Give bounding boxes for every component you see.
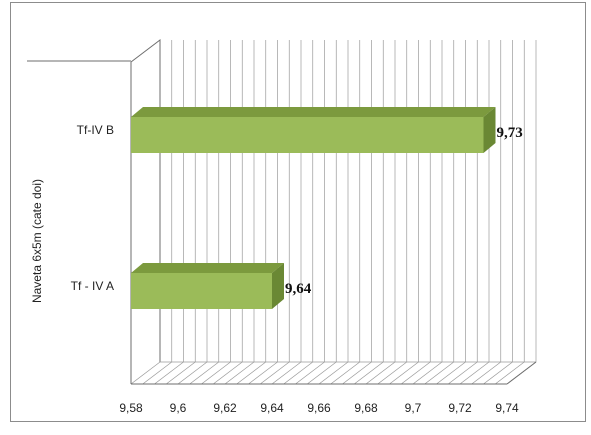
floor-grid-line <box>424 361 454 385</box>
floor-grid-line <box>201 361 231 385</box>
floor-grid-line <box>342 361 372 385</box>
x-tick-label: 9,7 <box>405 401 422 415</box>
labels-layer: 9,58 9,6 9,62 9,64 9,66 9,68 9,7 9,72 9,74 9,73 Tf… <box>71 123 523 415</box>
bar-end-face <box>272 263 284 309</box>
x-tick-label: 9,6 <box>170 401 187 415</box>
x-tick-label: 9,72 <box>448 401 472 415</box>
floor-grid-line <box>495 361 525 385</box>
x-tick-label: 9,66 <box>307 401 331 415</box>
bar-2 <box>131 263 284 309</box>
x-tick-label: 9,58 <box>119 401 143 415</box>
floor-grid-line <box>365 361 396 385</box>
bar-top-face <box>131 263 284 273</box>
floor-grid-line <box>459 361 490 385</box>
floor-grid-line <box>189 361 219 385</box>
bar-end-face <box>483 107 496 153</box>
floor-grid-line <box>154 361 184 385</box>
floor-grid-line <box>471 361 501 385</box>
bars-layer <box>131 107 496 309</box>
floor-grid-line <box>224 361 255 385</box>
axes-layer <box>27 38 537 385</box>
floor-grid-line <box>330 361 360 385</box>
floor-grid-line <box>354 361 384 385</box>
floor-grid-line <box>295 361 325 385</box>
floor-grid-line <box>248 361 278 385</box>
floor-grid-line <box>283 361 313 385</box>
floor-grid-line <box>483 361 513 385</box>
bar-top-face <box>131 107 496 117</box>
floor-grid-line <box>307 361 337 385</box>
side-wall-edge <box>130 38 161 362</box>
floor-right-edge <box>506 361 537 385</box>
floor-grid-line <box>412 361 443 385</box>
floor-grid-line <box>213 361 243 385</box>
floor-grid-line <box>318 361 349 385</box>
floor-grid-line <box>166 361 196 385</box>
floor-grid-line <box>130 361 161 385</box>
grid-layer <box>130 40 537 385</box>
floor-grid-line <box>401 361 431 385</box>
x-tick-label: 9,74 <box>495 401 519 415</box>
x-tick-label: 9,68 <box>354 401 378 415</box>
bar-front-face <box>131 117 484 153</box>
floor-grid-line <box>260 361 290 385</box>
bar-front-face <box>131 273 272 309</box>
floor-grid-line <box>177 361 208 385</box>
y-axis-title: Naveta 6x5m (cate doi) <box>30 179 44 303</box>
bar-chart: 9,58 9,6 9,62 9,64 9,66 9,68 9,7 9,72 9,74 9,73 Tf… <box>27 38 537 415</box>
x-tick-label: 9,64 <box>260 401 284 415</box>
floor-grid-line <box>236 361 266 385</box>
data-label: 9,73 <box>497 125 523 141</box>
chart-frame: 9,58 9,6 9,62 9,64 9,66 9,68 9,7 9,72 9,74 9,73 Tf… <box>10 2 586 422</box>
x-tick-label: 9,62 <box>213 401 237 415</box>
floor-grid-line <box>142 361 172 385</box>
category-label: Tf - IV A <box>71 279 114 293</box>
floor-grid-line <box>448 361 478 385</box>
data-label: 9,64 <box>285 281 312 297</box>
bar-1 <box>131 107 496 153</box>
category-label: Tf-IV B <box>77 123 114 137</box>
floor-grid-line <box>377 361 407 385</box>
floor-grid-line <box>436 361 466 385</box>
floor-grid-line <box>389 361 419 385</box>
floor-grid-line <box>271 361 302 385</box>
